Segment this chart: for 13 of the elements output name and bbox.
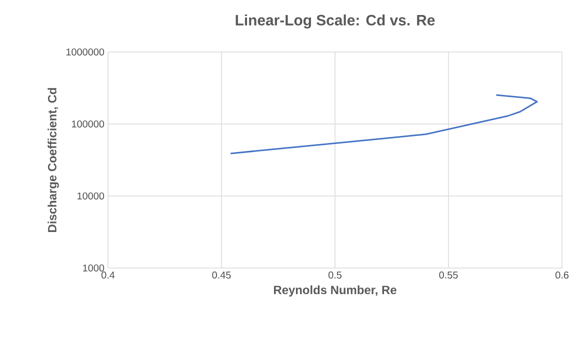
x-tick-label: 0.5: [328, 272, 342, 279]
x-axis-title: Reynolds Number, Re: [274, 285, 396, 297]
x-tick-label: 0.6: [555, 272, 568, 279]
line-series: [230, 94, 538, 154]
x-tick-label: 0.4: [101, 272, 115, 279]
y-tick-label: 1000: [83, 264, 104, 272]
x-tick-label: 0.55: [439, 272, 458, 279]
y-tick-label: 100000: [72, 120, 104, 128]
y-tick-label: 10000: [78, 192, 104, 200]
x-tick-label: 0.45: [212, 272, 231, 279]
chart-title: Linear-Log Scale: Cd vs. Re: [236, 14, 435, 29]
y-tick-label: 1000000: [66, 48, 104, 56]
y-axis-title: Discharge Coefficient, Cd: [48, 88, 59, 232]
